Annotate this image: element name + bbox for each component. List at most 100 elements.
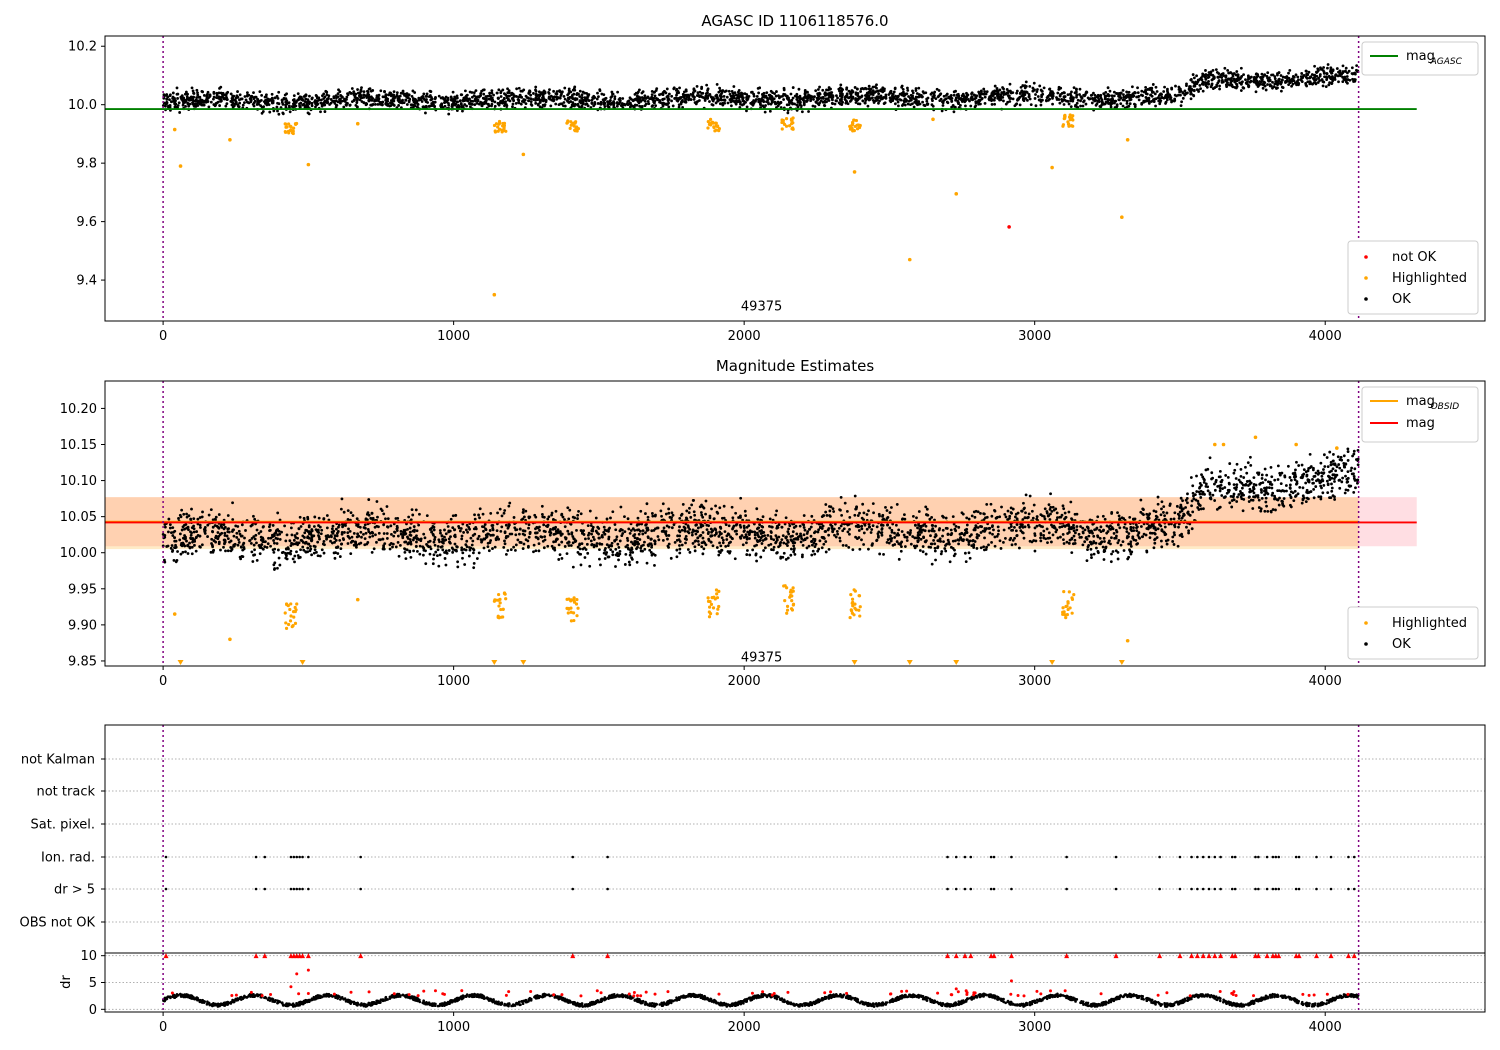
agasc-ok-point [923,104,927,108]
agasc-ok-point [906,86,909,90]
estimates-ok-point [725,538,729,541]
agasc-ok-point [835,94,838,98]
estimates-ok-point [897,528,901,532]
agasc-ok-point [741,96,745,100]
estimates-ok-point [304,528,308,532]
agasc-ok-point [1300,72,1304,75]
agasc-ok-point [896,100,900,104]
agasc-ok-point [837,87,841,91]
agasc-ok-point [600,92,604,96]
estimates-ok-point [370,550,374,554]
estimates-ok-point [671,513,675,517]
agasc-ok-point [987,98,991,102]
agasc-ok-point [182,101,185,105]
estimates-ok-point [359,530,363,534]
agasc-ok-point [603,105,607,108]
estimates-ok-point [1330,476,1334,480]
estimates-ok-point [940,550,944,553]
agasc-ok-point [1155,90,1159,93]
estimates-ok-point [539,535,543,539]
agasc-ok-point [272,109,276,113]
estimates-ok-point [660,514,663,518]
estimates-ok-point [1047,503,1051,507]
agasc-ok-point [1226,69,1230,72]
agasc-ok-point [769,89,773,93]
agasc-ok-point [585,102,589,106]
agasc-ok-point [1174,84,1177,88]
agasc-ok-point [1048,97,1052,101]
agasc-ok-point [353,98,356,102]
agasc-ok-point [332,95,336,99]
agasc-ok-point [1016,97,1020,101]
estimates-ok-point [696,526,700,530]
agasc-ok-point [732,85,736,88]
agasc-ok-point [443,104,447,108]
agasc-ok-point [868,97,872,101]
estimates-ok-point [734,523,738,527]
agasc-ok-point [696,100,699,103]
agasc-ok-point [168,93,172,97]
agasc-ok-point [950,99,954,103]
agasc-ok-point [464,89,467,93]
agasc-ok-point [797,87,801,91]
agasc-ok-point [186,101,190,105]
agasc-ok-point [1306,73,1310,77]
agasc-ok-point [1266,71,1270,75]
agasc-ok-point [470,91,474,94]
agasc-ok-point [903,103,907,107]
agasc-ok-point [632,105,636,108]
agasc-ok-point [828,87,832,91]
agasc-ok-point [389,93,393,97]
estimates-ok-point [1343,491,1347,495]
agasc-ok-point [575,97,579,101]
estimates-ok-point [662,526,666,530]
agasc-ok-point [424,100,428,104]
estimates-ok-point [851,548,855,552]
agasc-ok-point [534,85,538,89]
estimates-ok-point [585,542,589,546]
agasc-ok-point [819,99,823,103]
agasc-ok-point [1256,85,1260,88]
estimates-ok-point [1273,478,1277,482]
agasc-ok-point [761,104,765,108]
agasc-ok-point [489,97,493,101]
estimates-ok-point [1050,523,1053,527]
estimates-ok-point [912,544,916,548]
estimates-ok-point [677,529,681,533]
agasc-ok-point [1050,95,1054,99]
agasc-ok-point [209,100,213,104]
agasc-ok-point [246,91,249,94]
agasc-ok-point [547,96,551,100]
agasc-ok-point [643,96,647,100]
agasc-ok-point [882,89,886,93]
estimates-ok-point [330,527,334,531]
agasc-ok-point [217,95,221,99]
agasc-ok-point [1266,79,1270,82]
agasc-ok-point [699,94,702,98]
estimates-ok-point [1241,509,1245,513]
agasc-ok-point [1189,97,1193,101]
agasc-ok-point [670,99,673,103]
agasc-ok-point [711,99,715,103]
agasc-ok-point [1269,84,1273,88]
estimates-ok-point [414,544,418,548]
agasc-ok-point [473,103,477,107]
estimates-ok-point [930,523,934,527]
agasc-ok-point [1108,89,1112,93]
agasc-ok-point [653,94,657,98]
estimates-ok-point [496,511,499,515]
agasc-ok-point [1094,99,1098,102]
estimates-ok-point [1112,532,1116,535]
agasc-ok-point [1180,100,1184,104]
agasc-ok-point [1347,69,1351,73]
agasc-ok-point [1125,102,1129,105]
agasc-ok-point [785,94,789,98]
agasc-ok-point [1102,92,1106,96]
agasc-ok-point [1015,91,1019,95]
agasc-ok-point [839,83,843,87]
agasc-ok-point [918,102,922,106]
agasc-ok-point [853,86,857,89]
estimates-ok-point [996,525,1000,529]
estimates-ok-point [643,540,646,544]
agasc-ok-point [990,103,994,106]
